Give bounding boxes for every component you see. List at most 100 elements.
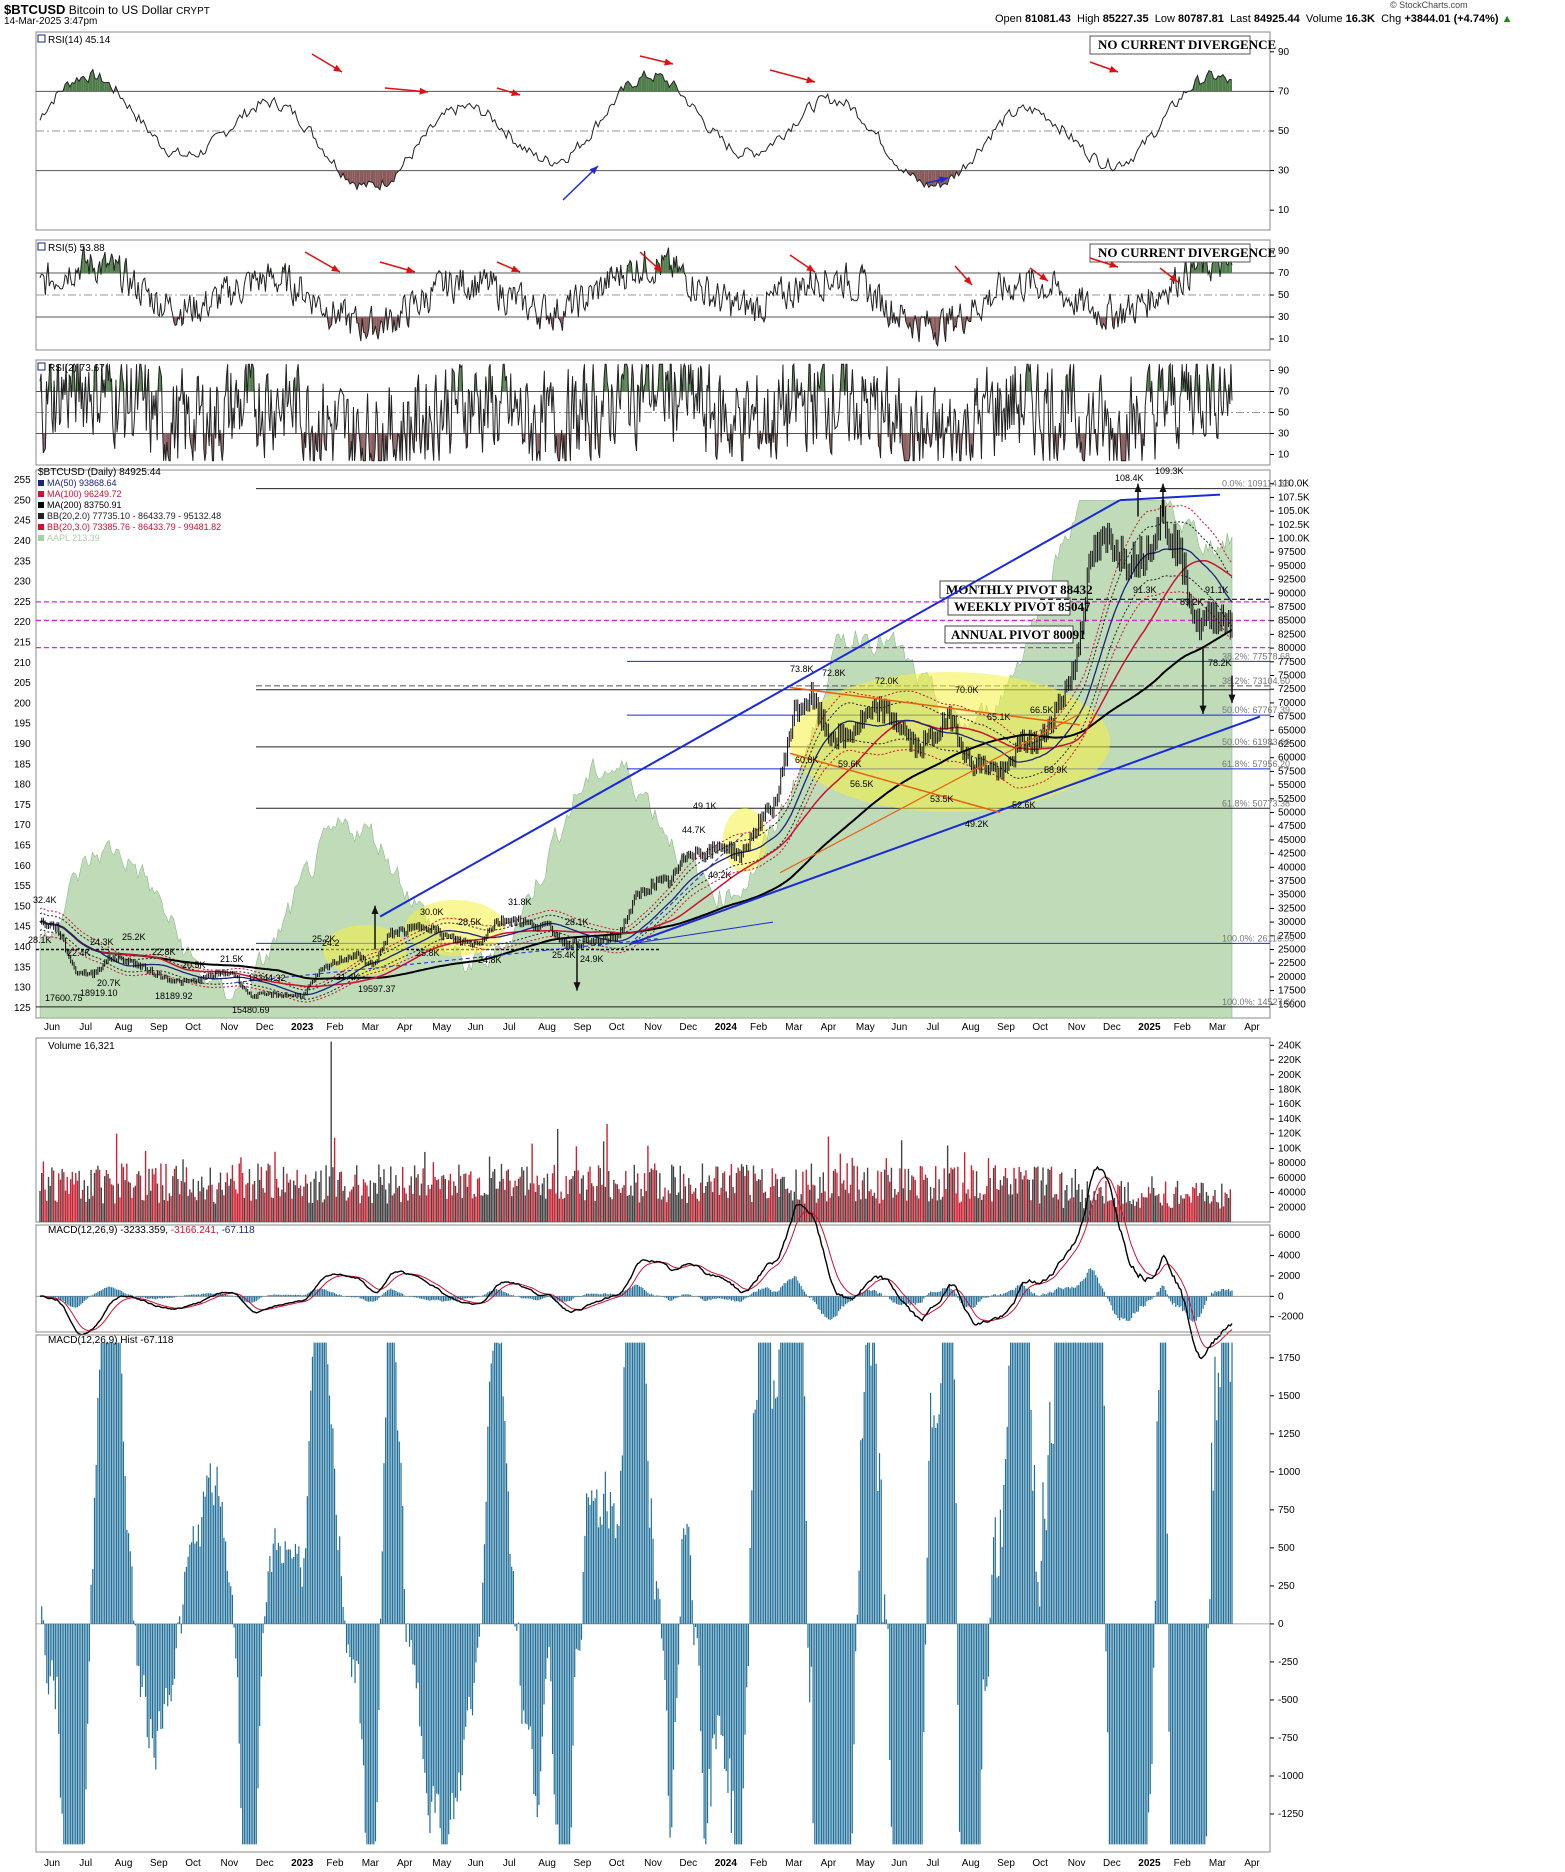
swing-price-label: 59.6K bbox=[838, 759, 862, 769]
volume-tick-label: 60000 bbox=[1278, 1173, 1306, 1184]
divergence-arrow-red-head bbox=[331, 264, 340, 272]
price-tick-label: 67500 bbox=[1278, 712, 1306, 723]
swing-price-label: 91.3K bbox=[1133, 585, 1157, 595]
swing-price-label: 18919.10 bbox=[80, 988, 118, 998]
month-label-bottom: Feb bbox=[750, 1858, 768, 1869]
swing-price-label: 73.8K bbox=[790, 664, 814, 674]
swing-price-label: 49.2K bbox=[965, 819, 989, 829]
swing-price-label: 53.5K bbox=[930, 794, 954, 804]
aapl-tick-label: 165 bbox=[14, 840, 31, 851]
rsi2-tick-label: 90 bbox=[1278, 366, 1290, 377]
month-label: 2023 bbox=[291, 1022, 314, 1033]
aapl-tick-label: 130 bbox=[14, 983, 31, 994]
rsi14-tick-label: 10 bbox=[1278, 205, 1290, 216]
aapl-tick-label: 145 bbox=[14, 922, 31, 933]
rsi14-tick-label: 70 bbox=[1278, 86, 1290, 97]
pivot-label: WEEKLY PIVOT 85047 bbox=[954, 599, 1091, 614]
swing-price-label: 25.2K bbox=[122, 932, 146, 942]
bollinger-upper-3sd bbox=[39, 504, 1233, 988]
rsi5-tick-label: 10 bbox=[1278, 334, 1290, 345]
swing-price-label: 78.2K bbox=[1208, 658, 1232, 668]
macd-histogram-bars bbox=[41, 1342, 1233, 1845]
month-label-bottom: Aug bbox=[115, 1858, 133, 1869]
macd-hist-tick-label: -250 bbox=[1278, 1657, 1298, 1668]
no-divergence-text: NO CURRENT DIVERGENCE bbox=[1098, 37, 1276, 52]
rsi2-title: RSI(2) 73.67 bbox=[48, 363, 105, 374]
aapl-tick-label: 155 bbox=[14, 881, 31, 892]
macd-hist-tick-label: -1000 bbox=[1278, 1771, 1304, 1782]
price-tick-label: 102.5K bbox=[1278, 520, 1310, 531]
legend-entry: MA(100) 96249.72 bbox=[47, 489, 122, 499]
chart-header-left: $BTCUSD Bitcoin to US Dollar CRYPT bbox=[4, 2, 210, 17]
month-label-bottom: Dec bbox=[1103, 1858, 1121, 1869]
rsi14-legend bbox=[37, 34, 46, 43]
swing-price-label: 25.8K bbox=[416, 948, 440, 958]
month-label-bottom: Sep bbox=[150, 1858, 168, 1869]
divergence-arrow-red-head bbox=[511, 89, 520, 96]
no-divergence-box bbox=[1089, 35, 1251, 55]
target-arrow-up-head bbox=[1134, 483, 1142, 492]
swing-price-label: 24.3K bbox=[90, 937, 114, 947]
price-tick-label: 107.5K bbox=[1278, 492, 1310, 503]
watermark: © StockCharts.com bbox=[1390, 0, 1468, 10]
macd-hist-tick-label: 250 bbox=[1278, 1581, 1295, 1592]
swing-price-label: 28.5K bbox=[458, 917, 482, 927]
aapl-tick-label: 125 bbox=[14, 1003, 31, 1014]
swing-price-label: 20.7K bbox=[97, 978, 121, 988]
price-tick-label: 62500 bbox=[1278, 739, 1306, 750]
month-label-bottom: 2025 bbox=[1138, 1858, 1161, 1869]
month-label-bottom: 2023 bbox=[291, 1858, 314, 1869]
swing-price-label: 15480.69 bbox=[232, 1005, 270, 1015]
price-tick-label: 30000 bbox=[1278, 917, 1306, 928]
aapl-tick-label: 150 bbox=[14, 901, 31, 912]
month-label: Apr bbox=[821, 1022, 837, 1033]
month-label-bottom: Jun bbox=[468, 1858, 484, 1869]
month-label-bottom: May bbox=[432, 1858, 451, 1869]
target-arrow-down-head bbox=[573, 982, 581, 991]
price-tick-label: 22500 bbox=[1278, 958, 1306, 969]
macd-hist-tick-label: -1250 bbox=[1278, 1809, 1304, 1820]
trendline-dashed bbox=[235, 938, 661, 983]
swing-price-label: 22.8K bbox=[152, 947, 176, 957]
month-label: 2024 bbox=[715, 1022, 738, 1033]
month-label: Dec bbox=[679, 1022, 697, 1033]
month-label-bottom: Oct bbox=[1032, 1858, 1048, 1869]
month-label-bottom: Jun bbox=[44, 1858, 60, 1869]
fib-label: 100.0%: 26116.99 bbox=[1222, 933, 1294, 943]
month-label: Feb bbox=[326, 1022, 344, 1033]
swing-price-label: 24.8K bbox=[478, 955, 502, 965]
divergence-arrow-red-head bbox=[653, 263, 662, 272]
price-tick-label: 57500 bbox=[1278, 766, 1306, 777]
month-label: Dec bbox=[256, 1022, 274, 1033]
fib-label: 38.2%: 73104.60 bbox=[1222, 676, 1290, 686]
pivot-label-box bbox=[944, 625, 1074, 644]
month-label-bottom: Sep bbox=[997, 1858, 1015, 1869]
rsi14-panel-frame bbox=[35, 31, 1271, 231]
month-label: Aug bbox=[115, 1022, 133, 1033]
aapl-tick-label: 160 bbox=[14, 861, 31, 872]
month-label: Dec bbox=[1103, 1022, 1121, 1033]
price-tick-label: 27500 bbox=[1278, 931, 1306, 942]
month-label: Jul bbox=[79, 1022, 92, 1033]
price-tick-label: 72500 bbox=[1278, 684, 1306, 695]
price-tick-label: 75000 bbox=[1278, 671, 1306, 682]
aapl-tick-label: 190 bbox=[14, 739, 31, 750]
month-label: Jul bbox=[503, 1022, 516, 1033]
volume-tick-label: 220K bbox=[1278, 1055, 1302, 1066]
month-label: Aug bbox=[538, 1022, 556, 1033]
swing-price-label: 72.0K bbox=[875, 676, 899, 686]
volume-tick-label: 180K bbox=[1278, 1085, 1302, 1096]
rsi14-tick-label: 30 bbox=[1278, 166, 1290, 177]
rsi2-legend bbox=[37, 362, 46, 371]
rsi5-title: RSI(5) 53.88 bbox=[48, 243, 105, 254]
fib-label: 61.8%: 50773.38 bbox=[1222, 798, 1290, 808]
rsi14-tick-label: 90 bbox=[1278, 47, 1290, 58]
swing-price-label: 19597.37 bbox=[358, 984, 396, 994]
rsi2-tick-label: 50 bbox=[1278, 408, 1290, 419]
month-label: Oct bbox=[1032, 1022, 1048, 1033]
macd-hist-tick-label: -500 bbox=[1278, 1695, 1298, 1706]
price-tick-label: 95000 bbox=[1278, 561, 1306, 572]
swing-price-label: 24.9K bbox=[580, 954, 604, 964]
month-label-bottom: Apr bbox=[397, 1858, 413, 1869]
month-label-bottom: 2024 bbox=[715, 1858, 738, 1869]
